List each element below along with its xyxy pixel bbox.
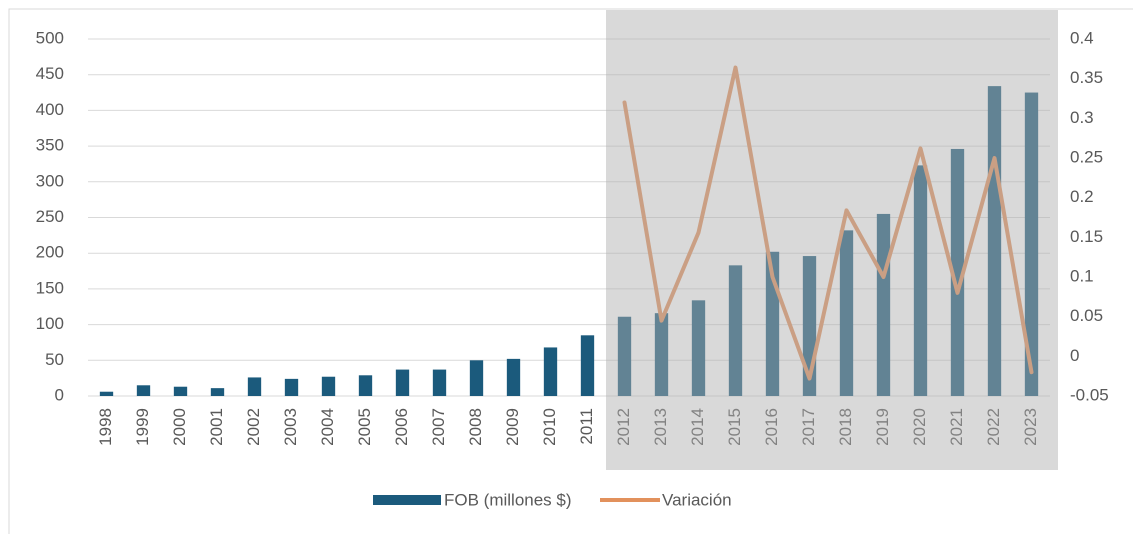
y2-tick-label: 0.05 (1070, 306, 1103, 325)
bar (432, 369, 447, 396)
y-tick-label: 0 (55, 385, 64, 404)
bar (469, 360, 484, 396)
x-tick-label: 2013 (651, 408, 670, 446)
bar (284, 378, 299, 396)
x-tick-label: 2008 (466, 408, 485, 446)
y2-tick-label: -0.05 (1070, 385, 1109, 404)
x-tick-label: 2011 (577, 408, 596, 445)
bar (580, 335, 595, 396)
x-tick-label: 2020 (910, 408, 929, 446)
x-tick-label: 2010 (540, 408, 559, 446)
bar (654, 313, 669, 396)
x-tick-label: 2001 (207, 408, 226, 446)
highlight-region (606, 10, 1058, 470)
y-tick-label: 450 (36, 64, 64, 83)
bar (99, 391, 114, 396)
x-tick-label: 2005 (355, 408, 374, 446)
bar (1024, 92, 1039, 397)
bar (913, 165, 928, 396)
x-tick-label: 2017 (799, 408, 818, 446)
x-tick-label: 2003 (281, 408, 300, 446)
y-tick-label: 50 (45, 350, 64, 369)
bar (395, 369, 410, 396)
bar (247, 377, 262, 396)
bar (358, 375, 373, 396)
bar (839, 230, 854, 396)
x-tick-label: 2019 (873, 408, 892, 446)
y-tick-label: 150 (36, 278, 64, 297)
bar (950, 148, 965, 396)
legend-label: Variación (662, 490, 732, 509)
bar (506, 358, 521, 396)
legend-label: FOB (millones $) (444, 490, 572, 509)
y2-tick-label: 0.1 (1070, 266, 1094, 285)
y-tick-label: 250 (36, 207, 64, 226)
bar (210, 388, 225, 396)
bar (728, 265, 743, 396)
y2-tick-label: 0.2 (1070, 187, 1094, 206)
x-tick-label: 2022 (984, 408, 1003, 446)
x-tick-label: 2021 (947, 408, 966, 446)
y2-tick-label: 0 (1070, 346, 1079, 365)
y-tick-label: 300 (36, 171, 64, 190)
bar (136, 385, 151, 396)
y2-tick-label: 0.35 (1070, 68, 1103, 87)
x-tick-label: 2000 (170, 408, 189, 446)
x-tick-label: 2015 (725, 408, 744, 446)
bar (543, 347, 558, 396)
x-tick-label: 2014 (688, 408, 707, 446)
x-tick-label: 1998 (96, 408, 115, 446)
x-tick-label: 2023 (1021, 408, 1040, 446)
x-tick-label: 2018 (836, 408, 855, 446)
x-tick-label: 2007 (429, 408, 448, 446)
bar (617, 316, 632, 396)
line (622, 65, 1034, 381)
x-tick-label: 2004 (318, 408, 337, 446)
y-tick-label: 500 (36, 28, 64, 47)
y2-tick-label: 0.4 (1070, 28, 1094, 47)
y-tick-label: 400 (36, 100, 64, 119)
y-tick-label: 350 (36, 136, 64, 155)
y-tick-label: 100 (36, 314, 64, 333)
bar (691, 300, 706, 396)
x-tick-label: 2009 (503, 408, 522, 446)
chart-frame (8, 8, 1133, 539)
bar (321, 376, 336, 396)
x-tick-label: 2002 (244, 408, 263, 446)
y2-tick-label: 0.15 (1070, 227, 1103, 246)
x-tick-label: 2006 (392, 408, 411, 446)
x-tick-label: 1999 (133, 408, 152, 446)
legend-swatch (373, 495, 441, 505)
y2-tick-label: 0.3 (1070, 108, 1094, 127)
bar (173, 386, 188, 396)
y-tick-label: 200 (36, 243, 64, 262)
y2-tick-label: 0.25 (1070, 147, 1103, 166)
x-tick-label: 2016 (762, 408, 781, 446)
x-tick-label: 2012 (614, 408, 633, 446)
